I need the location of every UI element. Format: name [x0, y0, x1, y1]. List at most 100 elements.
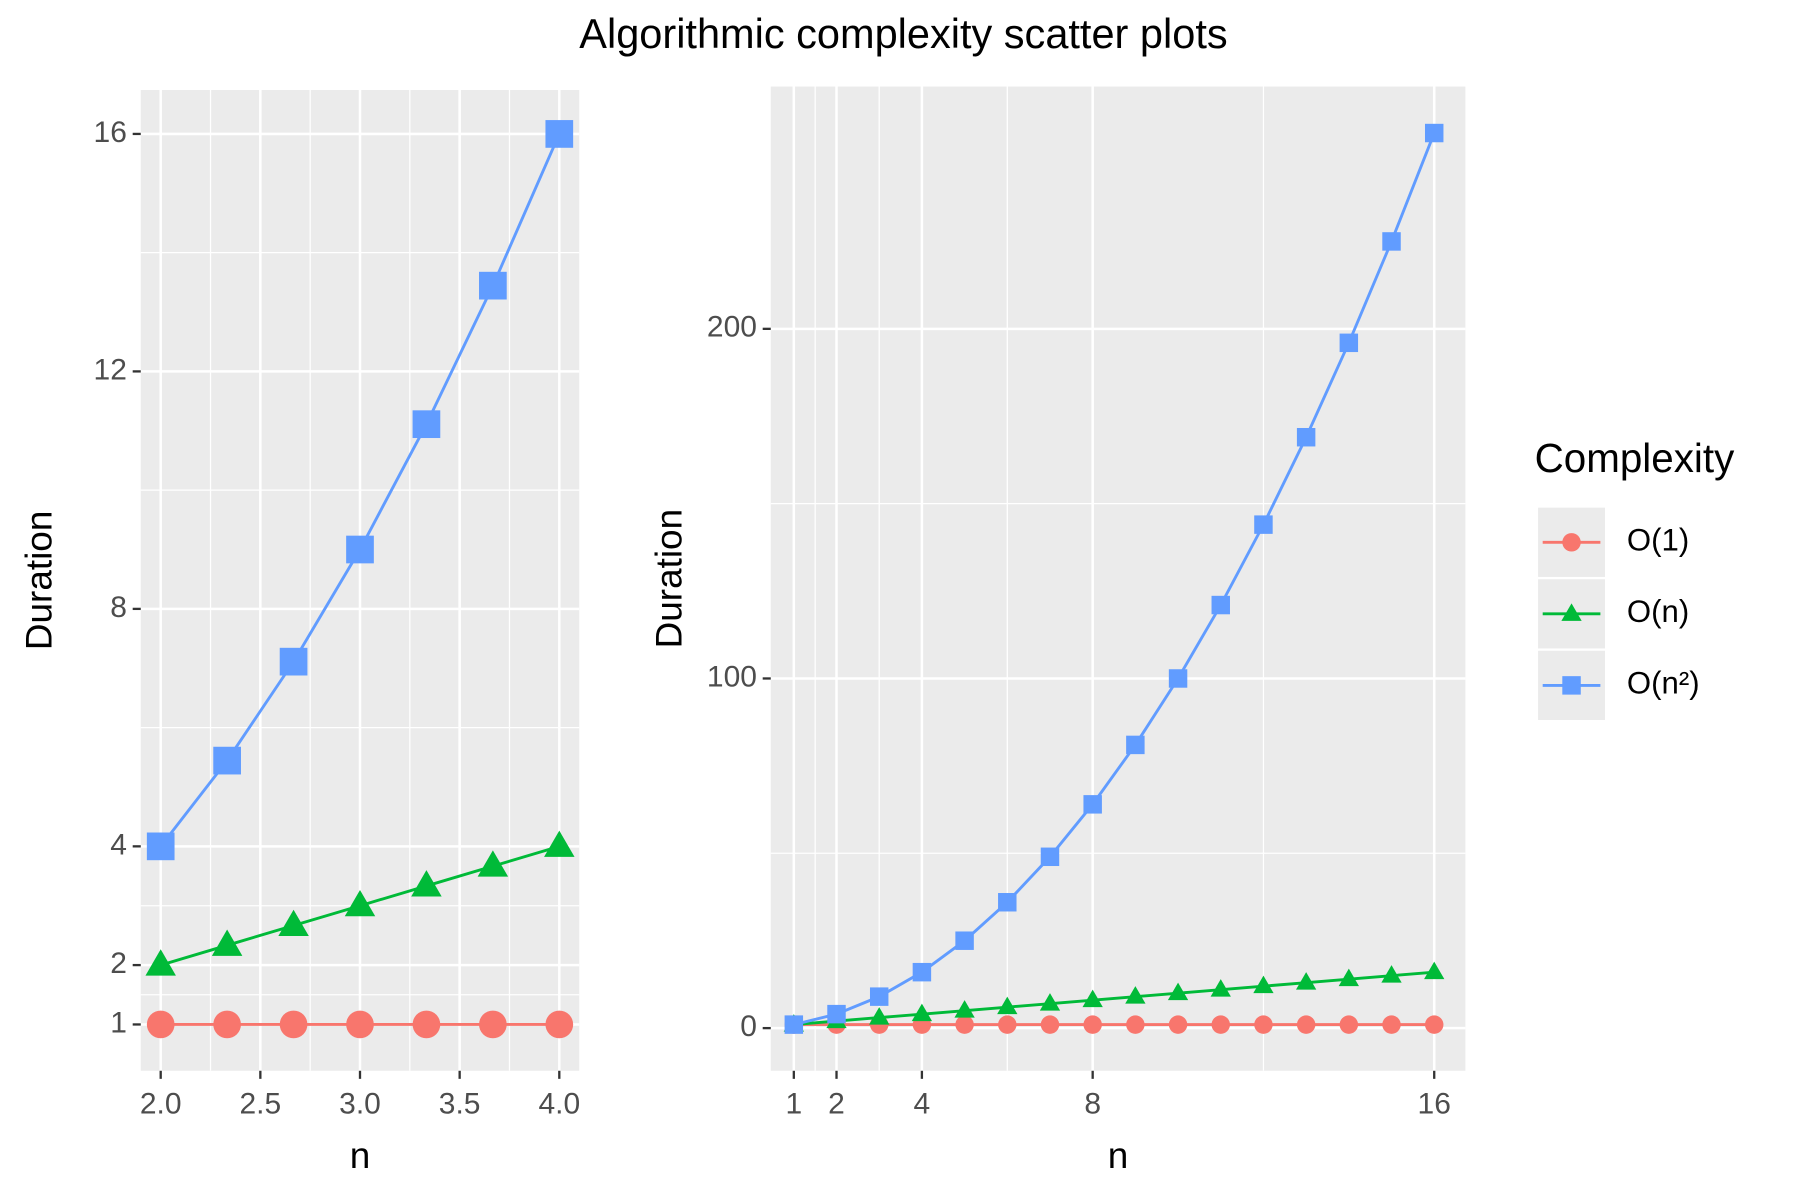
- legend-label: O(1): [1627, 523, 1689, 558]
- marker: [1296, 427, 1316, 447]
- marker: [279, 647, 308, 676]
- marker: [1083, 795, 1102, 814]
- marker: [998, 893, 1017, 912]
- marker: [412, 410, 441, 439]
- marker: [479, 1010, 507, 1039]
- marker: [279, 1010, 308, 1039]
- marker: [1083, 1015, 1102, 1034]
- y-tick-label: 1: [110, 1006, 127, 1039]
- marker: [1040, 847, 1060, 867]
- marker: [545, 1010, 574, 1039]
- marker: [545, 120, 574, 148]
- x-axis-title: n: [1108, 1135, 1129, 1176]
- marker: [146, 832, 175, 861]
- x-tick-label: 4: [914, 1087, 931, 1120]
- marker: [1167, 982, 1189, 1001]
- marker: [827, 1004, 846, 1024]
- x-tick-label: 2.0: [140, 1087, 182, 1120]
- marker: [479, 271, 507, 300]
- marker: [1382, 1015, 1401, 1034]
- marker: [1168, 1015, 1188, 1034]
- root: Algorithmic complexity scatter plots Com…: [18, 10, 1735, 1176]
- marker: [1339, 1015, 1359, 1034]
- marker: [1210, 979, 1231, 997]
- marker: [1339, 333, 1359, 353]
- x-axis-title: n: [350, 1135, 371, 1176]
- x-tick-label: 3.5: [439, 1087, 481, 1120]
- marker: [346, 1010, 374, 1039]
- y-axis-title: Duration: [18, 511, 59, 651]
- marker: [1126, 735, 1145, 755]
- series-line: [793, 132, 1436, 1027]
- marker: [1424, 1015, 1444, 1034]
- x-tick-label: 1: [785, 1087, 802, 1120]
- marker: [412, 1010, 441, 1039]
- marker: [1382, 232, 1401, 251]
- y-tick-label: 16: [94, 116, 127, 149]
- plot-background: [770, 86, 1466, 1071]
- marker: [869, 1007, 890, 1025]
- marker: [1424, 961, 1445, 980]
- marker: [213, 1010, 241, 1039]
- y-tick-label: 200: [707, 311, 757, 344]
- marker: [1296, 1015, 1316, 1034]
- marker: [213, 746, 241, 775]
- legend-title: Complexity: [1535, 435, 1735, 481]
- marker: [1338, 968, 1359, 987]
- y-tick-label: 0: [740, 1010, 757, 1043]
- marker: [955, 931, 974, 950]
- marker: [1211, 1015, 1230, 1034]
- marker: [1424, 123, 1444, 143]
- marker: [911, 1003, 933, 1022]
- marker: [912, 962, 932, 982]
- series-line: [793, 970, 1435, 1027]
- marker: [1082, 989, 1103, 1008]
- marker: [998, 1015, 1017, 1034]
- x-tick-label: 2.5: [240, 1087, 282, 1120]
- marker: [869, 987, 889, 1006]
- legend-label: O(n): [1627, 594, 1689, 629]
- marker: [1561, 603, 1582, 621]
- marker: [1039, 993, 1061, 1011]
- marker: [1125, 986, 1146, 1004]
- x-tick-label: 8: [1084, 1087, 1101, 1120]
- marker: [1295, 972, 1317, 990]
- marker: [1562, 533, 1581, 552]
- chart-title: Algorithmic complexity scatter plots: [579, 10, 1227, 57]
- marker: [346, 535, 374, 564]
- marker: [145, 949, 176, 976]
- marker: [477, 850, 509, 877]
- marker: [1254, 515, 1273, 534]
- marker: [1040, 1015, 1060, 1034]
- marker: [278, 909, 309, 937]
- y-tick-label: 4: [110, 828, 127, 861]
- marker: [1253, 975, 1274, 994]
- legend-label: O(n²): [1627, 666, 1700, 701]
- marker: [1126, 1015, 1145, 1034]
- x-tick-label: 3.0: [339, 1087, 381, 1120]
- marker: [344, 889, 376, 917]
- marker: [1562, 676, 1581, 695]
- marker: [1211, 595, 1230, 615]
- marker: [1168, 669, 1188, 688]
- marker: [784, 1015, 804, 1034]
- marker: [1381, 965, 1402, 983]
- marker: [955, 1015, 974, 1034]
- marker: [1254, 1015, 1273, 1034]
- y-axis-title: Duration: [648, 509, 689, 649]
- y-tick-label: 12: [94, 353, 127, 386]
- marker: [146, 1010, 175, 1039]
- y-tick-label: 100: [707, 660, 757, 693]
- y-tick-label: 8: [110, 591, 127, 624]
- marker: [411, 870, 442, 897]
- y-tick-label: 2: [110, 947, 127, 980]
- x-tick-label: 16: [1418, 1087, 1451, 1120]
- marker: [997, 996, 1018, 1015]
- marker: [211, 929, 243, 956]
- marker: [954, 1000, 975, 1018]
- x-tick-label: 4.0: [538, 1087, 580, 1120]
- x-tick-label: 2: [828, 1087, 845, 1120]
- marker: [544, 830, 575, 857]
